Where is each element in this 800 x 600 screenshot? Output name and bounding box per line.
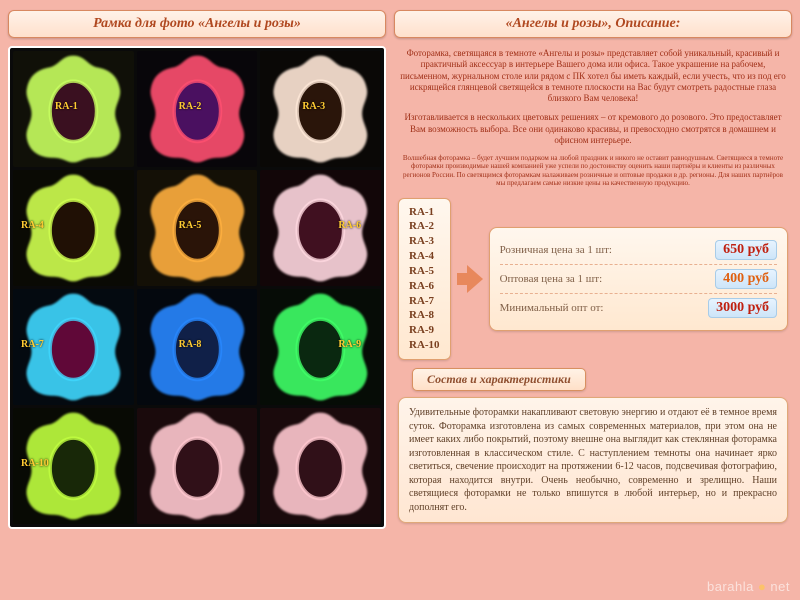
frame-image <box>137 408 258 524</box>
frame-label: RA-7 <box>21 339 44 350</box>
sku-item: RA-6 <box>409 279 440 294</box>
frame-label: RA-3 <box>302 101 325 112</box>
product-cell[interactable]: RA-3 <box>260 51 381 167</box>
sku-item: RA-3 <box>409 234 440 249</box>
price-value: 400 руб <box>715 269 777 289</box>
frame-image <box>260 289 381 405</box>
price-box: Розничная цена за 1 шт: 650 руб Оптовая … <box>489 227 788 331</box>
description-p1: Фоторамка, светящаяся в темноте «Ангелы … <box>394 46 792 106</box>
characteristics-text: Удивительные фоторамки накапливают свето… <box>398 397 788 523</box>
product-cell-empty <box>260 408 381 524</box>
header-right: «Ангелы и розы», Описание: <box>394 10 792 38</box>
frame-label: RA-5 <box>179 220 202 231</box>
sku-item: RA-9 <box>409 323 440 338</box>
frame-label: RA-6 <box>338 220 361 231</box>
frame-label: RA-2 <box>179 101 202 112</box>
frame-label: RA-8 <box>179 339 202 350</box>
product-cell[interactable]: RA-10 <box>13 408 134 524</box>
frame-label: RA-10 <box>21 458 49 469</box>
price-block: RA-1RA-2RA-3RA-4RA-5RA-6RA-7RA-8RA-9RA-1… <box>398 198 788 360</box>
product-cell[interactable]: RA-2 <box>137 51 258 167</box>
sku-item: RA-1 <box>409 205 440 220</box>
sku-item: RA-5 <box>409 264 440 279</box>
price-label: Розничная цена за 1 шт: <box>500 244 612 256</box>
product-cell[interactable]: RA-9 <box>260 289 381 405</box>
sku-item: RA-4 <box>409 249 440 264</box>
watermark: barahla ● net <box>707 579 790 594</box>
frame-label: RA-4 <box>21 220 44 231</box>
price-label: Минимальный опт от: <box>500 302 604 314</box>
price-value: 650 руб <box>715 240 777 260</box>
price-row: Оптовая цена за 1 шт: 400 руб <box>500 264 777 293</box>
price-value: 3000 руб <box>708 298 777 318</box>
product-cell[interactable]: RA-5 <box>137 170 258 286</box>
product-cell-empty <box>137 408 258 524</box>
sku-list: RA-1RA-2RA-3RA-4RA-5RA-6RA-7RA-8RA-9RA-1… <box>398 198 451 360</box>
frame-image <box>260 170 381 286</box>
product-cell[interactable]: RA-6 <box>260 170 381 286</box>
price-row: Минимальный опт от: 3000 руб <box>500 293 777 322</box>
description-p3: Волшебная фоторамка – будет лучшим подар… <box>394 152 792 190</box>
product-cell[interactable]: RA-8 <box>137 289 258 405</box>
sku-item: RA-2 <box>409 219 440 234</box>
arrow-icon <box>457 259 483 299</box>
header-left: Рамка для фото «Ангелы и розы» <box>8 10 386 38</box>
description-p2: Изготавливается в нескольких цветовых ре… <box>394 110 792 148</box>
sku-item: RA-10 <box>409 338 440 353</box>
product-cell[interactable]: RA-4 <box>13 170 134 286</box>
price-row: Розничная цена за 1 шт: 650 руб <box>500 236 777 264</box>
frame-image <box>260 408 381 524</box>
sku-item: RA-8 <box>409 308 440 323</box>
frame-label: RA-9 <box>338 339 361 350</box>
section-button[interactable]: Состав и характеристики <box>412 368 586 391</box>
product-cell[interactable]: RA-7 <box>13 289 134 405</box>
price-label: Оптовая цена за 1 шт: <box>500 273 603 285</box>
product-cell[interactable]: RA-1 <box>13 51 134 167</box>
product-grid: RA-1 RA-2 RA-3 <box>8 46 386 529</box>
sku-item: RA-7 <box>409 294 440 309</box>
frame-label: RA-1 <box>55 101 78 112</box>
